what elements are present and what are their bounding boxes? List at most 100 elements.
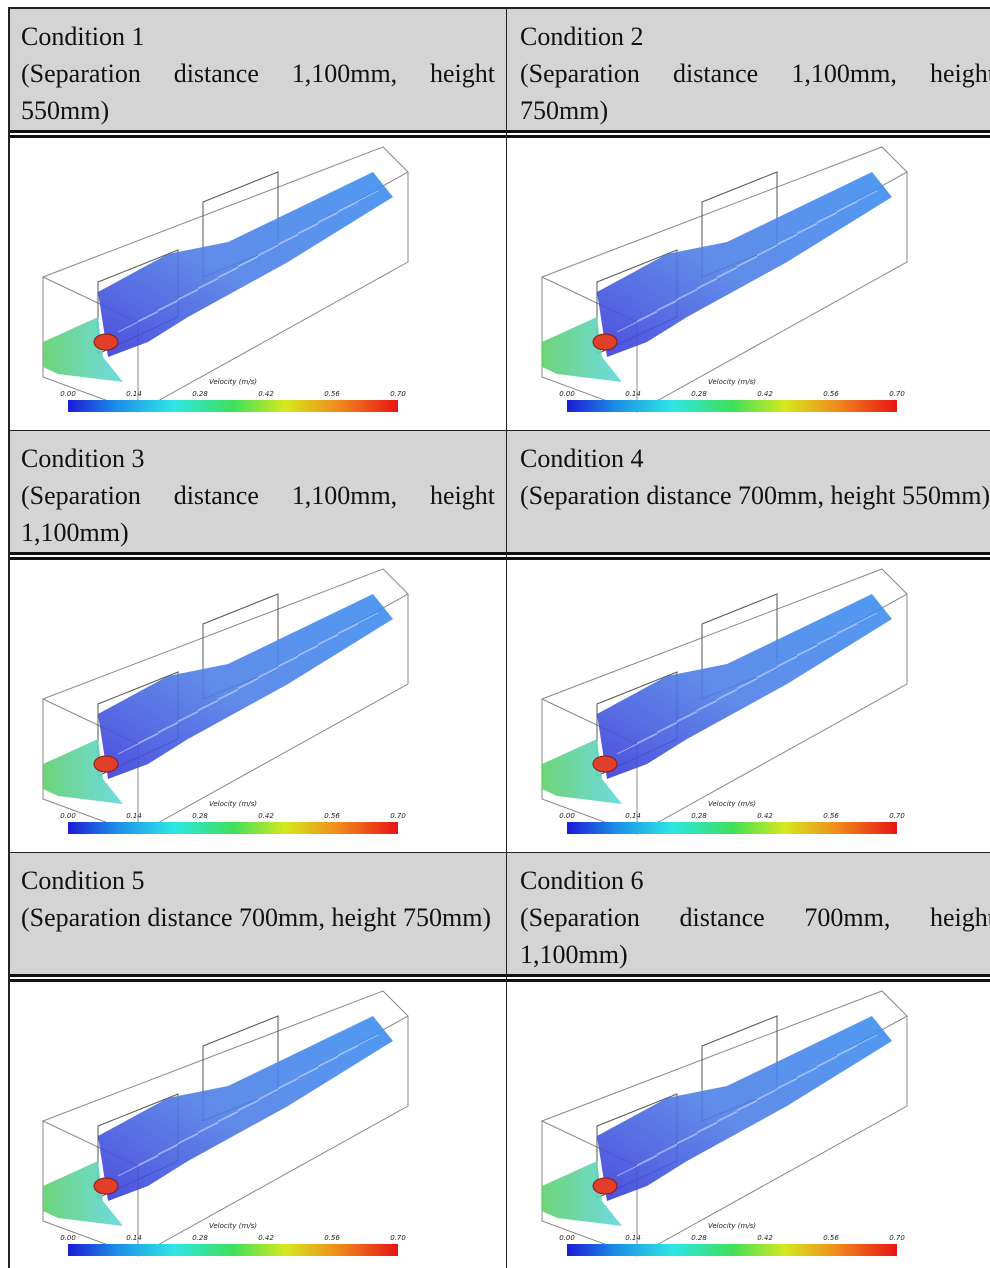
colorbar-tick-label: 0.56 (823, 1234, 839, 1242)
streamline (636, 300, 678, 322)
condition-description: (Separation distance 1,100mm, height 750… (520, 59, 990, 125)
colorbar-tick-label: 0.70 (889, 812, 905, 820)
colorbar-tick-label: 0.28 (691, 812, 707, 820)
inlet-surface (43, 739, 123, 804)
colorbar (567, 400, 897, 412)
colorbar-tick-label: 0.14 (126, 1234, 142, 1242)
colorbar-title: Velocity (m/s) (209, 1222, 257, 1230)
colorbar-tick-label: 0.70 (889, 1234, 905, 1242)
colorbar-tick-label: 0.00 (559, 390, 575, 398)
streamline (756, 234, 798, 256)
condition-title: Condition 6 (520, 866, 644, 895)
figure-cell: Velocity (m/s) 0.00 0.14 0.28 0.42 0.56 0.70 (8, 982, 507, 1268)
colorbar-title: Velocity (m/s) (708, 800, 756, 808)
colorbar-tick-label: 0.70 (889, 390, 905, 398)
source (592, 1177, 618, 1195)
flow-surface (597, 594, 892, 779)
velocity-figure: Velocity (m/s) 0.00 0.14 0.28 0.42 0.56 0.70 (540, 990, 908, 1257)
streamline (337, 612, 379, 634)
source (592, 755, 618, 773)
colorbar (68, 400, 398, 412)
colorbar-tick-label: 0.28 (192, 390, 208, 398)
streamline (716, 678, 758, 700)
double-rule (8, 130, 990, 138)
colorbar (567, 1244, 897, 1256)
condition-description: (Separation distance 700mm, height 750mm… (21, 903, 492, 932)
streamline (137, 1144, 179, 1166)
double-rule (8, 552, 990, 560)
streamline (237, 245, 279, 267)
streamline (736, 1089, 778, 1111)
condition-title: Condition 3 (21, 444, 145, 473)
colorbar-tick-label: 0.56 (324, 1234, 340, 1242)
colorbar-tick-label: 0.56 (324, 812, 340, 820)
figure-cell: Velocity (m/s) 0.00 0.14 0.28 0.42 0.56 0.70 (507, 560, 990, 852)
colorbar-tick-label: 0.28 (192, 812, 208, 820)
colorbar-tick-label: 0.28 (192, 1234, 208, 1242)
colorbar-tick-label: 0.00 (559, 1234, 575, 1242)
streamline (297, 634, 339, 656)
header-cell: Condition 6 (Separation distance 700mm, h… (507, 852, 990, 974)
streamline (177, 1122, 219, 1144)
streamline (676, 1122, 718, 1144)
streamline (157, 711, 199, 733)
streamline (337, 190, 379, 212)
velocity-figure: Velocity (m/s) 0.00 0.14 0.28 0.42 0.56 0.70 (540, 568, 908, 835)
condition-description: (Separation distance 1,100mm, height 550… (21, 59, 495, 125)
streamline (317, 1045, 359, 1067)
streamline (317, 201, 359, 223)
flow-surface (98, 1016, 393, 1201)
figure-cell: Velocity (m/s) 0.00 0.14 0.28 0.42 0.56 0.70 (8, 560, 507, 852)
inlet-surface (542, 317, 622, 382)
header-cell: Condition 1 (Separation distance 1,100mm,… (8, 8, 507, 130)
streamline (696, 1111, 738, 1133)
colorbar (567, 822, 897, 834)
flow-surface (98, 172, 393, 357)
left-border (8, 8, 10, 1268)
colorbar-tick-label: 0.14 (126, 390, 142, 398)
double-rule (8, 974, 990, 982)
mid-border (506, 8, 507, 1268)
source (93, 755, 119, 773)
colorbar-tick-label: 0.00 (60, 390, 76, 398)
streamline (816, 201, 858, 223)
header-cell: Condition 3 (Separation distance 1,100mm,… (8, 430, 507, 552)
streamline (616, 1155, 658, 1177)
streamline (756, 656, 798, 678)
flow-surface (597, 1016, 892, 1201)
condition-title: Condition 4 (520, 444, 644, 473)
velocity-figure: Velocity (m/s) 0.00 0.14 0.28 0.42 0.56 0.70 (41, 146, 409, 413)
condition-description: (Separation distance 1,100mm, height 1,1… (21, 481, 495, 547)
inlet-surface (43, 1161, 123, 1226)
streamline (257, 1078, 299, 1100)
source (592, 333, 618, 351)
colorbar-tick-label: 0.70 (390, 390, 406, 398)
streamline (237, 1089, 279, 1111)
streamline (636, 722, 678, 744)
streamline (656, 711, 698, 733)
colorbar-tick-label: 0.42 (258, 390, 274, 398)
colorbar (68, 1244, 398, 1256)
streamline (816, 1045, 858, 1067)
streamline (197, 1111, 239, 1133)
streamline (257, 234, 299, 256)
streamline (217, 1100, 259, 1122)
colorbar-tick-label: 0.42 (258, 1234, 274, 1242)
colorbar-title: Velocity (m/s) (708, 378, 756, 386)
streamline (636, 1144, 678, 1166)
velocity-figure: Velocity (m/s) 0.00 0.14 0.28 0.42 0.56 0.70 (41, 568, 409, 835)
streamline (217, 678, 259, 700)
streamline (756, 1078, 798, 1100)
colorbar-tick-label: 0.56 (823, 812, 839, 820)
streamline (796, 1056, 838, 1078)
colorbar-tick-label: 0.56 (823, 390, 839, 398)
colorbar-tick-label: 0.00 (60, 812, 76, 820)
condition-title: Condition 5 (21, 866, 145, 895)
figure-cell: Velocity (m/s) 0.00 0.14 0.28 0.42 0.56 0.70 (507, 982, 990, 1268)
streamline (277, 223, 319, 245)
streamline (237, 667, 279, 689)
condition-description: (Separation distance 700mm, height 550mm… (520, 481, 990, 510)
streamline (736, 667, 778, 689)
figure-cell: Velocity (m/s) 0.00 0.14 0.28 0.42 0.56 0.70 (8, 138, 507, 430)
colorbar-tick-label: 0.56 (324, 390, 340, 398)
